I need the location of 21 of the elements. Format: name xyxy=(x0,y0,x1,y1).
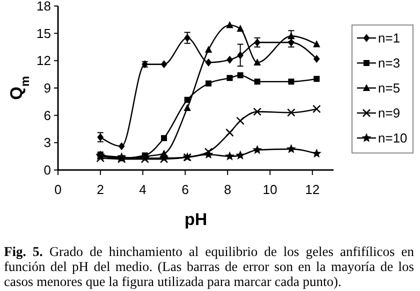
x-tick-label: 2 xyxy=(96,182,104,197)
y-tick-label: 18 xyxy=(36,0,51,14)
legend-label: n=3 xyxy=(378,56,400,71)
x-tick-label: 0 xyxy=(54,182,62,197)
x-tick-label: 10 xyxy=(262,182,278,197)
y-tick-label: 9 xyxy=(44,80,51,96)
y-tick-label: 3 xyxy=(44,135,51,150)
legend-label: n=1 xyxy=(378,30,400,46)
x-tick-label: 8 xyxy=(224,182,232,197)
legend-label: n=9 xyxy=(378,106,400,121)
y-tick-label: 12 xyxy=(36,53,51,68)
y-tick-label: 15 xyxy=(36,26,51,41)
legend-label: n=5 xyxy=(378,80,400,96)
x-tick-label: 4 xyxy=(139,182,146,197)
caption: Fig. 5. Grado de hinchamiento al equilibrio de los geles anfifílicos en función del pH del medio. (Las barras de error son en la mayoría de los casos menores que la figura utilizada para marcar cada punto). xyxy=(4,244,414,289)
x-axis-title: pH xyxy=(184,210,208,229)
y-tick-label: 6 xyxy=(44,108,51,123)
x-tick-label: 6 xyxy=(182,182,189,197)
x-tick-label: 12 xyxy=(305,182,320,197)
legend-label: n=10 xyxy=(378,130,408,146)
y-tick-label: 0 xyxy=(44,162,51,178)
